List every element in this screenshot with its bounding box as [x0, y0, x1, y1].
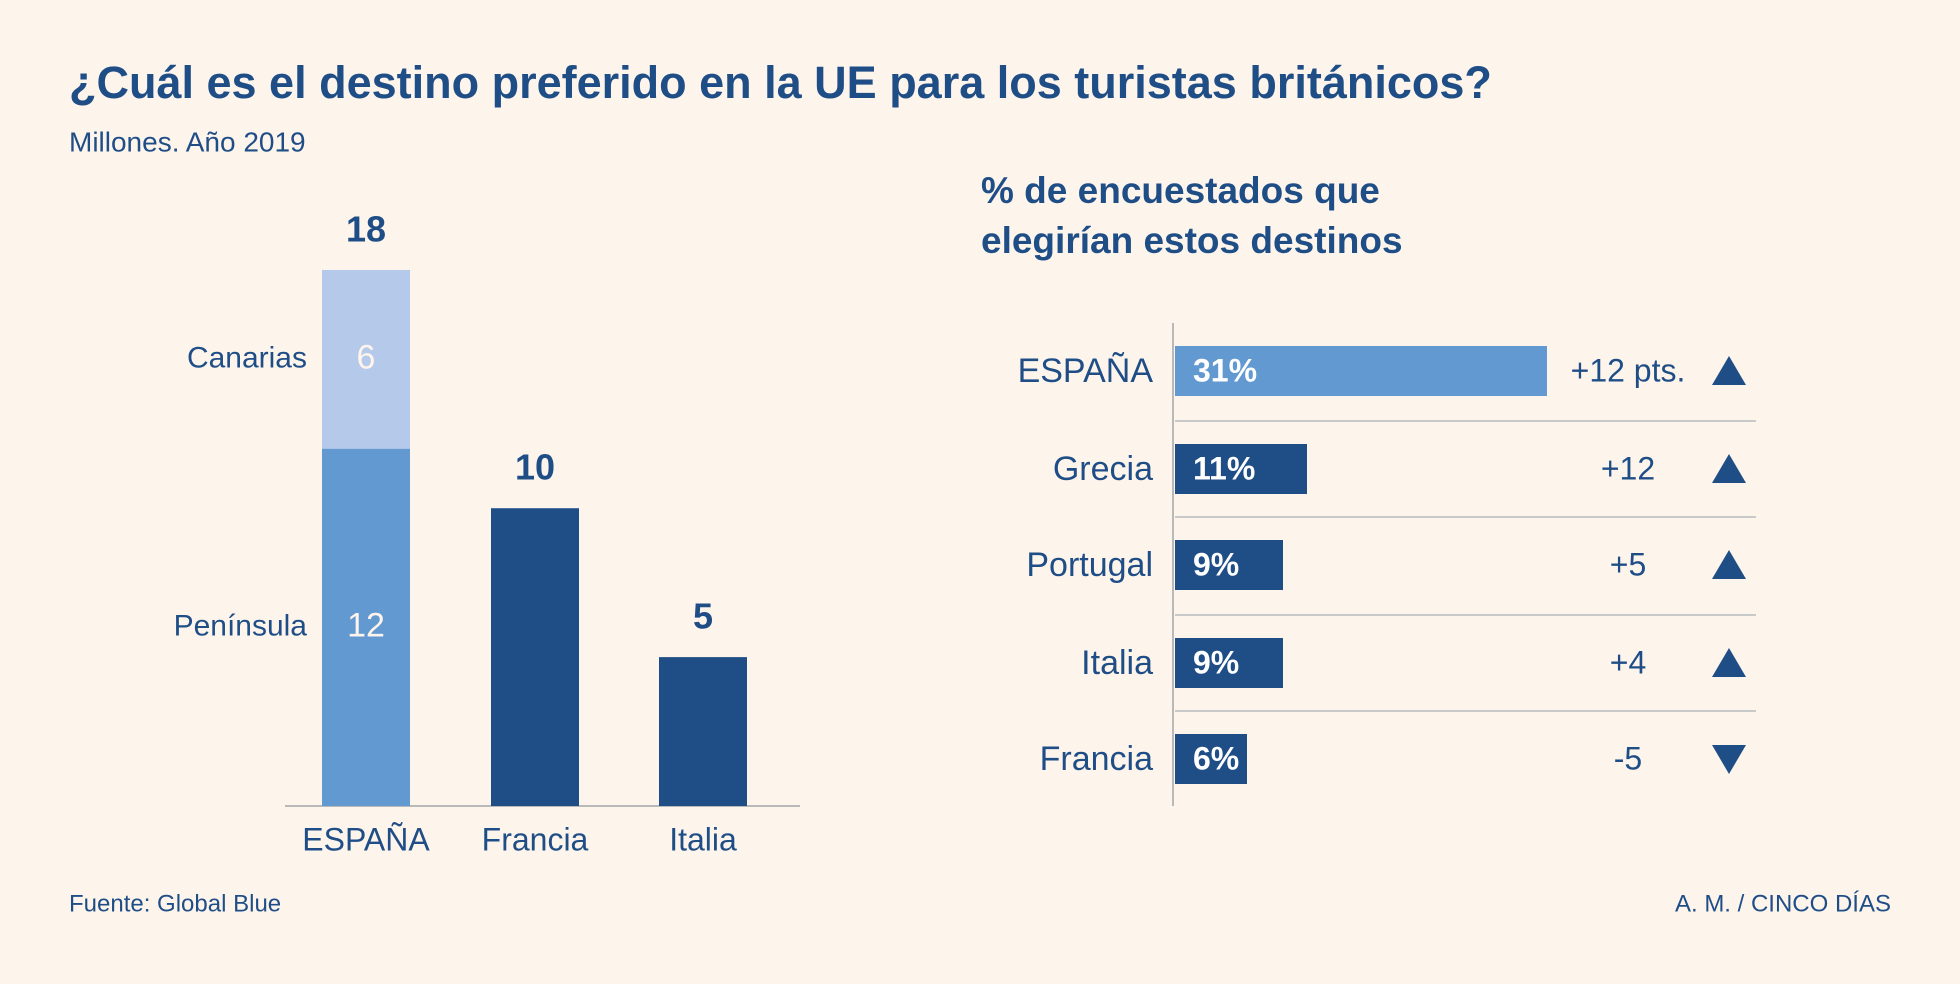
value-label: 6%: [1193, 740, 1239, 776]
x-tick-label: ESPAÑA: [302, 821, 430, 857]
credit: A. M. / CINCO DÍAS: [1675, 890, 1891, 917]
bar: [659, 657, 747, 806]
bar: [1175, 638, 1283, 688]
y-tick-label: Grecia: [1053, 450, 1153, 488]
triangle-down: [1712, 745, 1746, 774]
subtitle: Millones. Año 2019: [69, 126, 306, 157]
value-label: 9%: [1193, 546, 1239, 582]
total-label: 18: [346, 209, 386, 250]
chart-subtitle: % de encuestados que: [981, 170, 1380, 211]
bar-segment: [322, 448, 410, 806]
bar-segment: [322, 270, 410, 449]
change-label: +5: [1610, 546, 1646, 582]
segment-label: Canarias: [187, 341, 307, 374]
change-label: +12 pts.: [1571, 352, 1686, 388]
y-tick-label: Francia: [1040, 740, 1153, 778]
triangle-up: [1712, 648, 1746, 677]
bar: [491, 508, 579, 806]
triangle-up: [1712, 356, 1746, 385]
bar: [1175, 734, 1247, 784]
chart-subtitle: elegirían estos destinos: [981, 220, 1403, 261]
y-tick-label: ESPAÑA: [1018, 352, 1154, 390]
change-label: +12: [1601, 450, 1655, 486]
segment-label: Península: [174, 609, 308, 642]
change-label: +4: [1610, 644, 1646, 680]
total-label: 5: [693, 596, 713, 637]
y-tick-label: Portugal: [1026, 546, 1153, 584]
total-label: 10: [515, 447, 555, 488]
triangle-up: [1712, 454, 1746, 483]
segment-value: 6: [357, 338, 376, 376]
triangle-up: [1712, 550, 1746, 579]
value-label: 9%: [1193, 644, 1239, 680]
y-tick-label: Italia: [1081, 644, 1153, 682]
source: Fuente: Global Blue: [69, 890, 281, 917]
x-tick-label: Francia: [482, 821, 589, 857]
bar: [1175, 540, 1283, 590]
x-tick-label: Italia: [669, 821, 737, 857]
bar: [1175, 444, 1307, 494]
segment-value: 12: [347, 606, 385, 644]
title: ¿Cuál es el destino preferido en la UE p…: [69, 57, 1492, 108]
change-label: -5: [1614, 740, 1642, 776]
value-label: 31%: [1193, 352, 1257, 388]
bar: [1175, 346, 1547, 396]
value-label: 11%: [1193, 450, 1255, 486]
